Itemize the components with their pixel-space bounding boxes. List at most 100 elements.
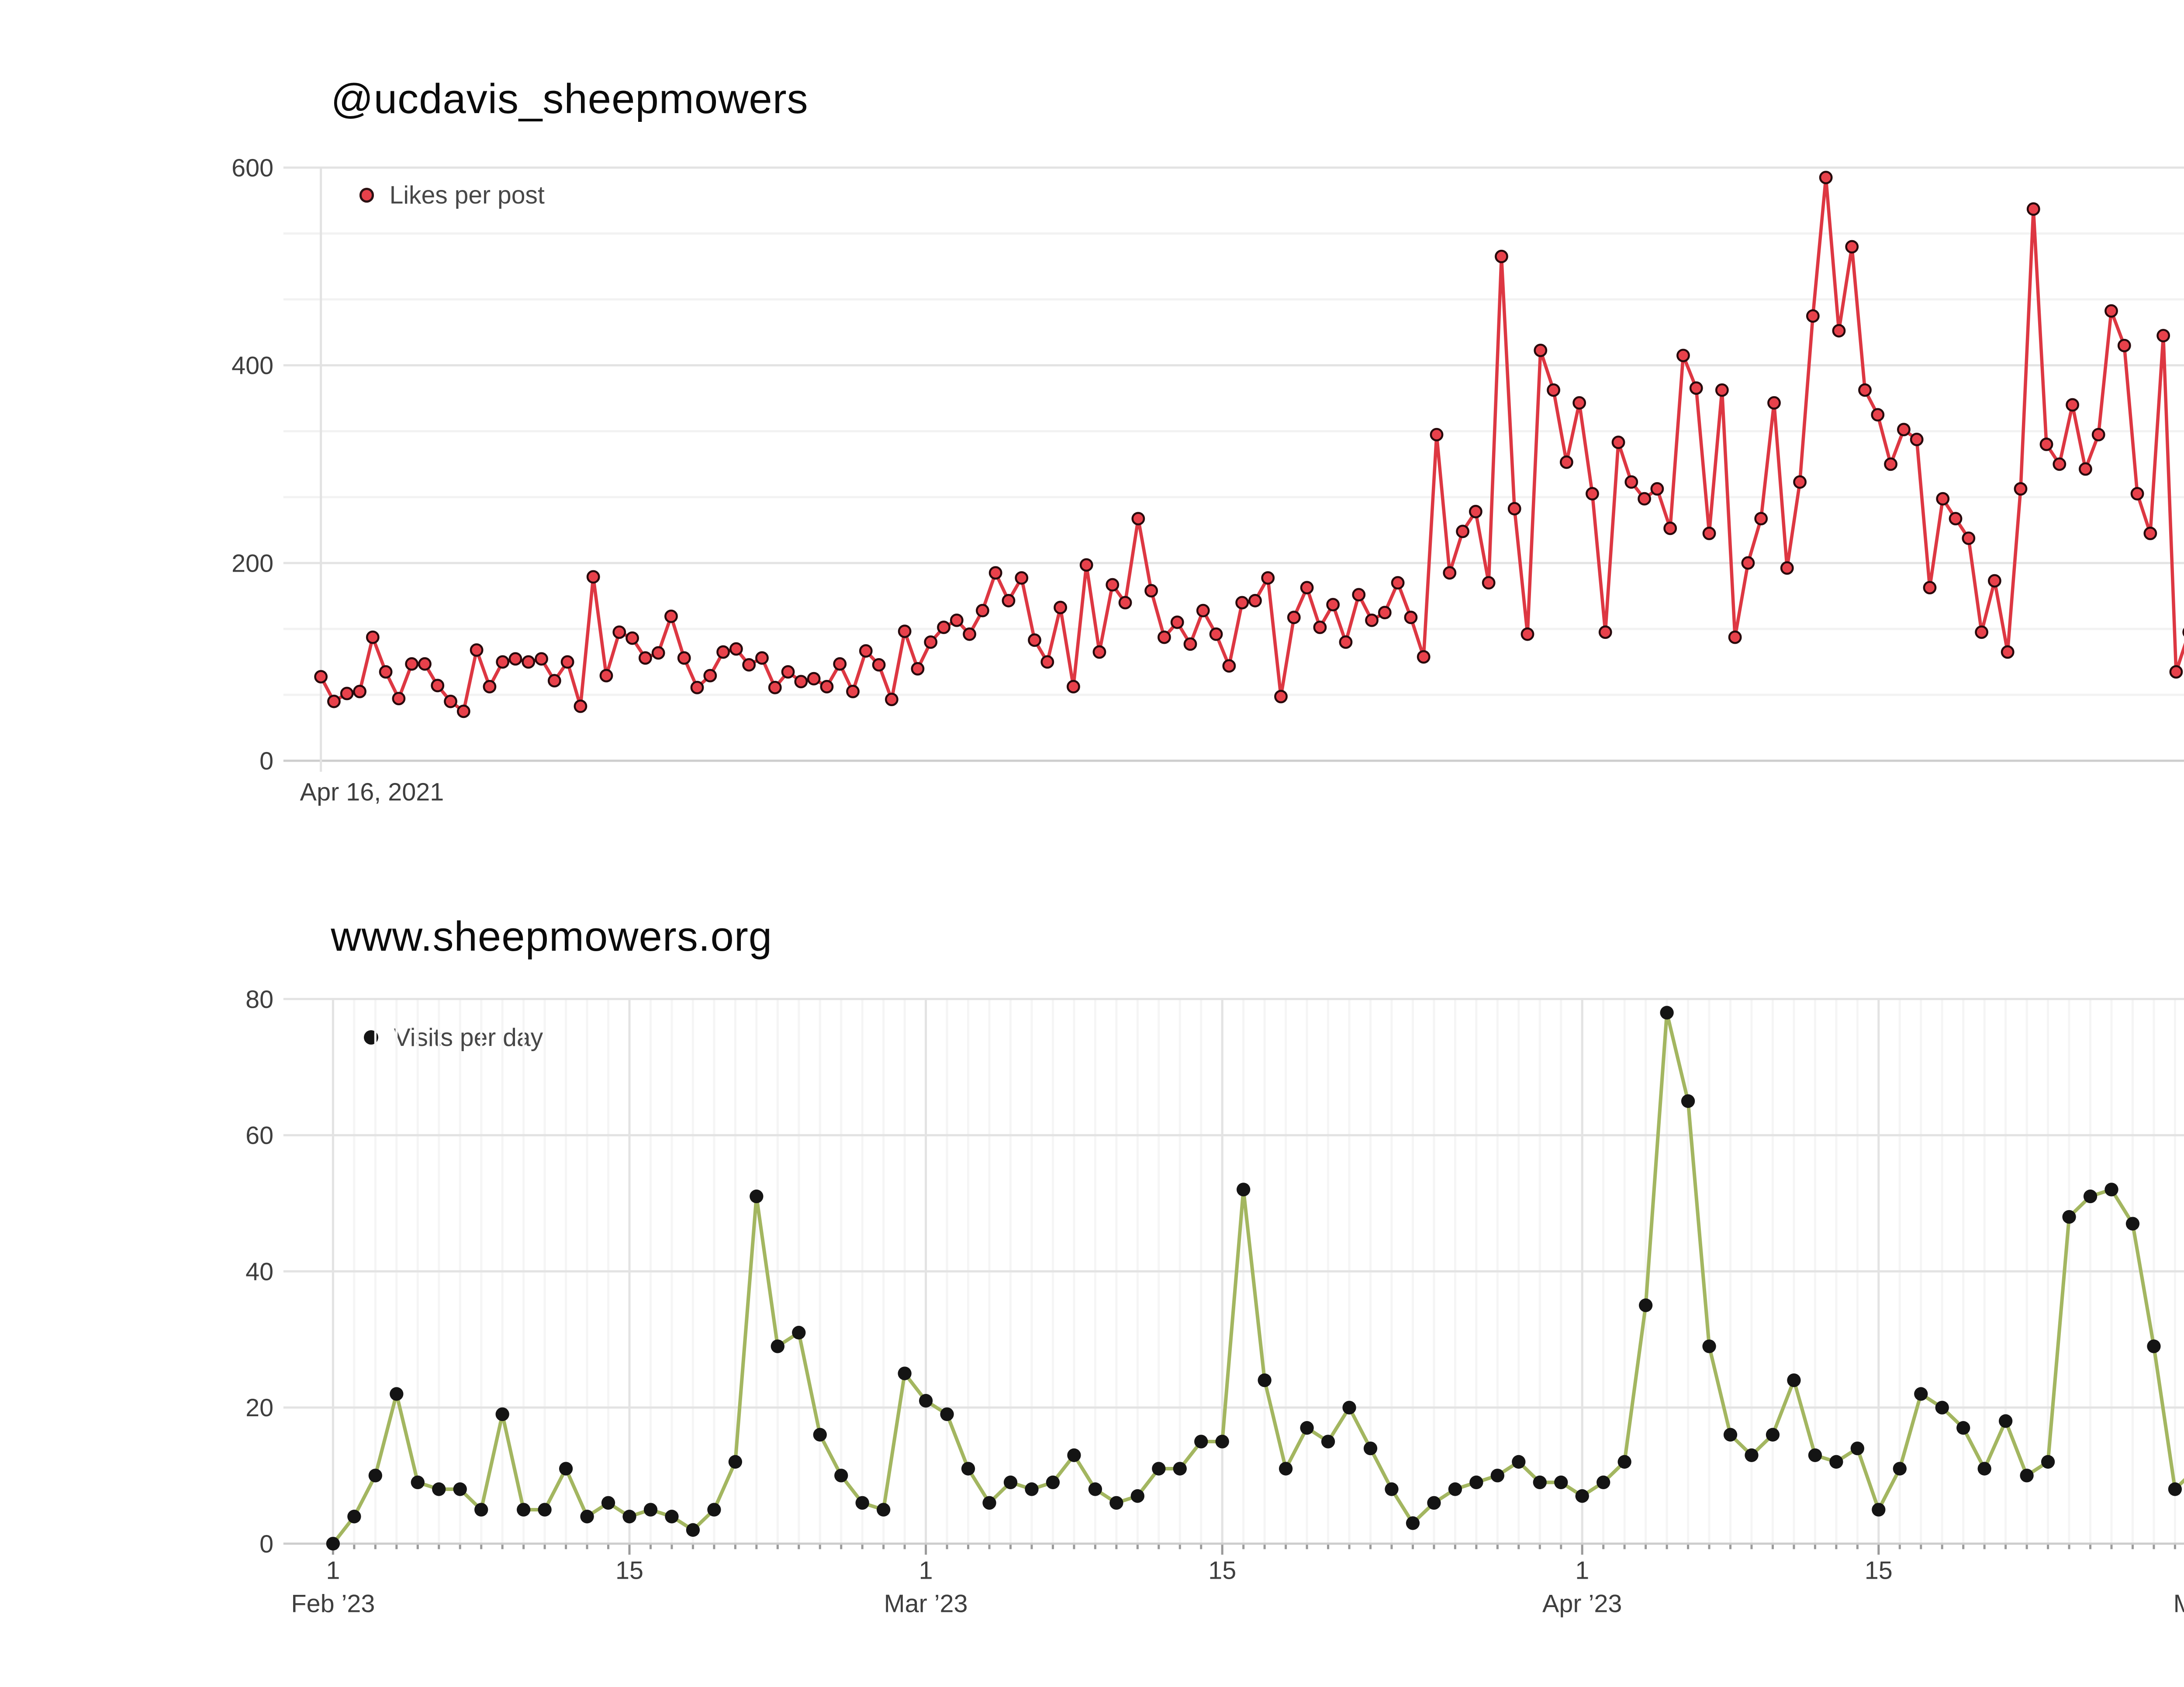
likes-data-point xyxy=(1715,383,1729,397)
likes-data-point xyxy=(2039,437,2053,451)
visits-data-point xyxy=(1935,1401,1949,1414)
visits-data-point xyxy=(1067,1448,1081,1462)
likes-data-point xyxy=(1391,576,1405,590)
likes-data-point xyxy=(1313,621,1327,634)
likes-data-point xyxy=(807,672,821,686)
visits-data-point xyxy=(1808,1448,1822,1462)
likes-data-point xyxy=(1326,598,1340,611)
likes-data-point xyxy=(1222,659,1236,673)
visits-data-point xyxy=(750,1189,764,1203)
y-axis-tick-label: 0 xyxy=(259,747,273,775)
visits-data-point xyxy=(2168,1482,2182,1496)
visits-data-point xyxy=(1088,1482,1102,1496)
x-axis-month-label: Feb ’23 xyxy=(291,1590,375,1618)
likes-data-point xyxy=(2014,482,2028,496)
likes-data-point xyxy=(314,670,328,683)
likes-data-point xyxy=(1806,309,1820,323)
visits-data-point xyxy=(1448,1482,1462,1496)
visits-data-point xyxy=(1850,1441,1864,1455)
visits-data-point xyxy=(1977,1462,1991,1476)
likes-data-point xyxy=(1521,627,1534,641)
likes-data-point xyxy=(742,658,756,672)
visits-data-point xyxy=(1872,1502,1886,1517)
likes-data-point xyxy=(327,694,341,708)
likes-data-point xyxy=(755,651,769,665)
likes-data-point xyxy=(1586,487,1599,500)
visits-data-point xyxy=(813,1428,827,1442)
x-axis-start-date-label: Apr 16, 2021 xyxy=(300,778,444,806)
likes-data-point xyxy=(950,613,964,627)
likes-data-point xyxy=(1482,576,1496,590)
visits-data-point xyxy=(1342,1401,1356,1414)
visits-data-point xyxy=(1363,1441,1378,1455)
y-axis-tick-label: 80 xyxy=(245,985,273,1013)
likes-data-point xyxy=(638,651,652,665)
likes-data-point xyxy=(1287,611,1301,624)
instagram-legend: Likes per post xyxy=(359,181,545,210)
visits-data-point xyxy=(390,1387,404,1401)
y-axis-tick-label: 20 xyxy=(245,1394,273,1422)
likes-data-point xyxy=(988,566,1002,580)
likes-data-point xyxy=(1274,690,1288,704)
likes-data-point xyxy=(599,669,613,683)
visits-data-point xyxy=(771,1339,784,1353)
visits-data-point xyxy=(919,1394,933,1408)
likes-data-point xyxy=(937,621,950,634)
likes-data-point xyxy=(1040,655,1054,669)
likes-data-point xyxy=(1144,584,1158,598)
visits-data-point xyxy=(1660,1005,1674,1020)
visits-data-point xyxy=(411,1475,425,1489)
likes-data-point xyxy=(1248,593,1262,607)
likes-data-point xyxy=(1015,571,1029,585)
visits-data-point xyxy=(1554,1475,1568,1489)
visits-data-point xyxy=(686,1523,700,1537)
likes-data-point xyxy=(1858,383,1872,397)
website-chart-title: www.sheepmowers.org xyxy=(331,913,773,960)
likes-data-point xyxy=(1936,492,1950,506)
visits-data-point xyxy=(2041,1455,2055,1469)
likes-data-point xyxy=(2091,428,2105,442)
likes-data-point xyxy=(1871,408,1885,422)
visits-data-point xyxy=(1766,1428,1780,1442)
likes-data-point xyxy=(1079,558,1093,572)
likes-data-point xyxy=(1196,604,1210,618)
visits-data-point xyxy=(1321,1434,1335,1449)
visits-data-point xyxy=(1427,1496,1441,1510)
likes-data-point xyxy=(768,680,782,694)
likes-data-point xyxy=(1598,625,1612,639)
visits-data-point xyxy=(1215,1434,1229,1449)
likes-data-point xyxy=(2156,329,2170,342)
likes-data-point xyxy=(1559,455,1573,469)
legend-dot-red-icon xyxy=(359,188,374,203)
likes-data-point xyxy=(1741,556,1755,570)
visits-data-point xyxy=(1998,1414,2013,1428)
y-axis-tick-label: 200 xyxy=(232,549,273,577)
visits-data-point xyxy=(2020,1468,2034,1482)
x-axis-day-tick-label: 1 xyxy=(919,1556,933,1584)
likes-data-point xyxy=(1365,613,1379,627)
visits-data-point xyxy=(792,1325,806,1339)
likes-data-point xyxy=(1638,492,1652,506)
likes-data-point xyxy=(1495,249,1508,263)
likes-data-point xyxy=(2117,338,2131,352)
visits-data-point xyxy=(559,1462,573,1476)
likes-data-point xyxy=(1443,566,1457,580)
visits-data-point xyxy=(877,1502,891,1517)
y-axis-tick-label: 600 xyxy=(232,154,273,182)
visits-data-point xyxy=(326,1536,340,1551)
visits-data-point xyxy=(1385,1482,1399,1496)
likes-data-point xyxy=(1793,475,1807,489)
visits-data-point xyxy=(1025,1482,1039,1496)
likes-data-point xyxy=(560,655,574,669)
likes-data-point xyxy=(651,646,665,660)
likes-data-point xyxy=(1131,512,1145,525)
likes-data-point xyxy=(911,662,925,676)
likes-data-point xyxy=(2001,645,2015,659)
visits-data-point xyxy=(643,1502,658,1517)
visits-data-point xyxy=(368,1468,383,1482)
visits-data-point xyxy=(2125,1217,2140,1231)
likes-data-point xyxy=(456,704,470,718)
likes-data-point xyxy=(2130,487,2144,500)
